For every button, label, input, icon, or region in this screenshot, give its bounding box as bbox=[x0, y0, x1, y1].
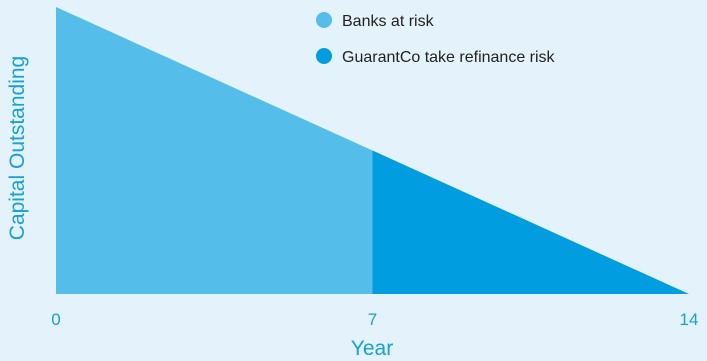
x-tick-label: 14 bbox=[680, 310, 699, 329]
legend-swatch-1 bbox=[316, 12, 332, 28]
legend: Banks at risk GuarantCo take refinance ri… bbox=[316, 12, 556, 66]
x-tick-labels: 0 7 14 bbox=[51, 310, 698, 329]
x-axis-title: Year bbox=[351, 337, 393, 360]
x-tick-label: 0 bbox=[51, 310, 60, 329]
x-tick-label: 7 bbox=[368, 310, 377, 329]
area-series-1 bbox=[56, 7, 373, 294]
legend-swatch-2 bbox=[316, 48, 332, 64]
area-series-2 bbox=[372, 150, 689, 294]
legend-label-1: Banks at risk bbox=[342, 13, 435, 30]
area-series-group bbox=[56, 7, 689, 294]
legend-label-2: GuarantCo take refinance risk bbox=[342, 49, 556, 66]
y-axis-title: Capital Outstanding bbox=[6, 56, 29, 240]
